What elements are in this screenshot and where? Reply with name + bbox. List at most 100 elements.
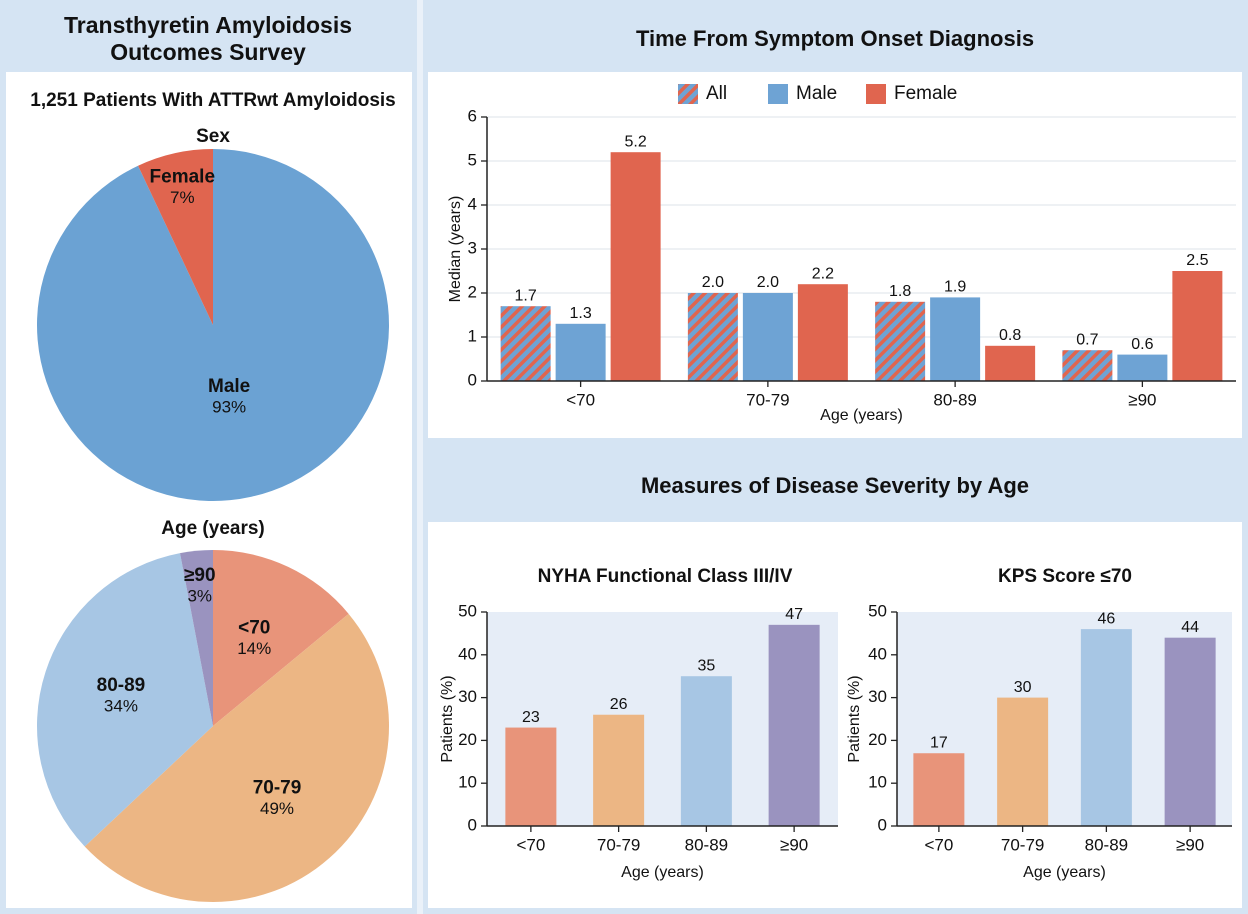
legend-swatch — [768, 84, 788, 104]
x-axis-label: Age (years) — [820, 407, 903, 424]
chart-title: KPS Score ≤70 — [998, 566, 1132, 587]
slice-label: ≥90 — [184, 565, 216, 586]
y-tick-label: 10 — [868, 773, 887, 792]
bar — [1062, 350, 1113, 381]
y-tick-label: 6 — [468, 106, 477, 125]
bar — [593, 714, 645, 826]
divider — [417, 0, 423, 914]
value-label: 0.6 — [1131, 336, 1153, 353]
bar — [930, 297, 981, 381]
value-label: 2.0 — [757, 274, 779, 291]
pie-slice — [213, 550, 349, 726]
value-label: 47 — [785, 606, 803, 623]
slice-value: 14% — [237, 639, 271, 658]
subtitle: 1,251 Patients With ATTRwt Amyloidosis — [30, 90, 395, 111]
pie-slice — [180, 550, 213, 726]
legend-swatch — [866, 84, 886, 104]
x-tick-label: 80-89 — [933, 390, 976, 409]
legend-swatch — [678, 84, 698, 104]
bar — [610, 152, 661, 381]
y-tick-label: 10 — [458, 773, 477, 792]
x-tick-label: 70-79 — [597, 835, 640, 854]
y-tick-label: 30 — [868, 687, 887, 706]
value-label: 1.8 — [889, 283, 911, 300]
y-tick-label: 20 — [868, 730, 887, 749]
pie-slice — [36, 553, 214, 847]
bar — [500, 306, 551, 381]
x-axis-label: Age (years) — [1023, 864, 1106, 881]
value-label: 1.7 — [515, 287, 537, 304]
x-tick-label: ≥90 — [780, 835, 808, 854]
bar — [1080, 629, 1132, 826]
bar — [1164, 637, 1216, 826]
y-tick-label: 3 — [468, 238, 477, 257]
value-label: 5.2 — [625, 133, 647, 150]
bar — [997, 697, 1049, 826]
slice-label: 70-79 — [253, 778, 302, 799]
value-label: 35 — [697, 657, 715, 674]
y-tick-label: 50 — [458, 601, 477, 620]
y-tick-label: 20 — [458, 730, 477, 749]
x-tick-label: ≥90 — [1176, 835, 1204, 854]
value-label: 44 — [1181, 619, 1199, 636]
slice-value: 3% — [187, 586, 212, 605]
bar — [1172, 271, 1223, 381]
pie-slice — [36, 149, 389, 501]
y-axis-label: Patients (%) — [439, 675, 456, 762]
slice-label: 80-89 — [97, 675, 146, 696]
bar — [797, 284, 848, 381]
y-tick-label: 30 — [458, 687, 477, 706]
value-label: 0.7 — [1076, 331, 1098, 348]
value-label: 1.3 — [570, 305, 592, 322]
pie-title: Sex — [196, 126, 230, 147]
chart-title: NYHA Functional Class III/IV — [538, 566, 793, 587]
x-tick-label: 80-89 — [685, 835, 728, 854]
legend-label: Female — [894, 83, 957, 104]
bar — [555, 323, 606, 381]
legend-label: All — [706, 83, 727, 104]
chart-title: Time From Symptom Onset Diagnosis — [636, 26, 1034, 51]
y-axis-label: Median (years) — [447, 196, 464, 303]
x-tick-label: <70 — [924, 835, 953, 854]
y-tick-label: 0 — [468, 815, 477, 834]
value-label: 46 — [1097, 610, 1115, 627]
slice-label: Male — [208, 376, 250, 397]
bar — [505, 727, 557, 826]
y-tick-label: 40 — [868, 644, 887, 663]
left-title: Transthyretin Amyloidosis Outcomes Surve… — [64, 12, 352, 65]
x-tick-label: 70-79 — [746, 390, 789, 409]
value-label: 2.0 — [702, 274, 724, 291]
bar — [985, 345, 1036, 381]
bar — [875, 301, 926, 381]
y-tick-label: 5 — [468, 150, 477, 169]
y-tick-label: 4 — [468, 194, 477, 213]
top-right-panel — [428, 72, 1242, 438]
value-label: 26 — [610, 696, 628, 713]
pie-slice — [138, 149, 213, 325]
value-label: 1.9 — [944, 279, 966, 296]
y-tick-label: 50 — [868, 601, 887, 620]
slice-label: <70 — [238, 617, 270, 638]
pie-title: Age (years) — [161, 518, 265, 539]
slice-value: 7% — [170, 188, 195, 207]
y-tick-label: 0 — [468, 370, 477, 389]
x-tick-label: 80-89 — [1085, 835, 1128, 854]
bar — [1117, 354, 1168, 381]
panel-title: Measures of Disease Severity by Age — [641, 473, 1029, 498]
bar — [913, 753, 965, 826]
value-label: 23 — [522, 709, 540, 726]
bar — [768, 624, 820, 826]
y-tick-label: 1 — [468, 326, 477, 345]
bar — [680, 676, 732, 826]
y-tick-label: 2 — [468, 282, 477, 301]
slice-value: 93% — [212, 398, 246, 417]
y-axis-label: Patients (%) — [846, 675, 863, 762]
y-tick-label: 0 — [878, 815, 887, 834]
slice-label: Female — [150, 167, 215, 188]
value-label: 30 — [1014, 679, 1032, 696]
x-axis-label: Age (years) — [621, 864, 704, 881]
x-tick-label: 70-79 — [1001, 835, 1044, 854]
value-label: 2.5 — [1186, 252, 1208, 269]
